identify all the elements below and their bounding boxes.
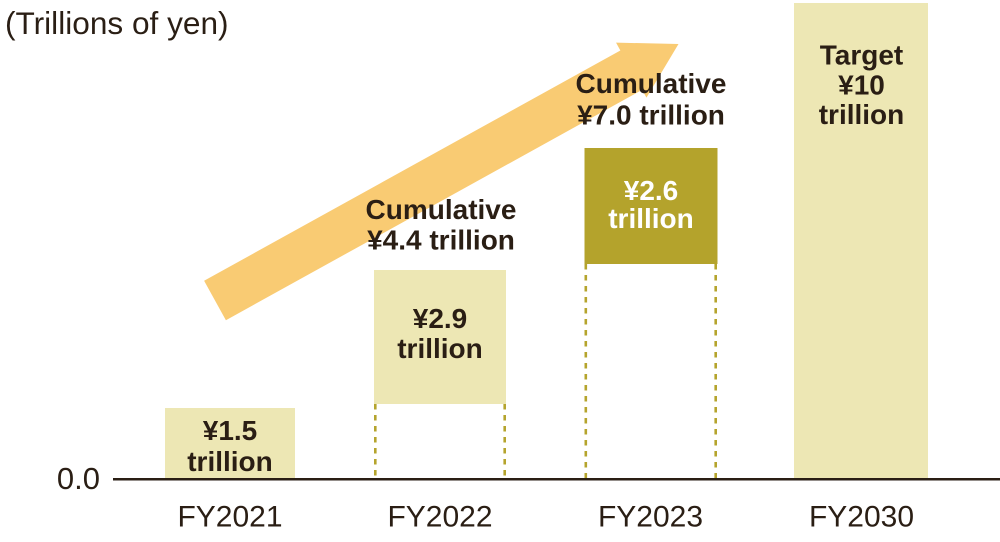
svg-text:FY2021: FY2021 — [177, 500, 282, 533]
svg-text:¥2.6: ¥2.6 — [624, 175, 679, 206]
svg-text:FY2030: FY2030 — [809, 500, 914, 533]
svg-text:trillion: trillion — [608, 203, 694, 234]
svg-text:trillion: trillion — [187, 446, 273, 477]
svg-text:(Trillions of yen): (Trillions of yen) — [5, 5, 229, 41]
svg-text:trillion: trillion — [397, 333, 483, 364]
svg-text:FY2022: FY2022 — [387, 500, 492, 533]
svg-text:¥4.4 trillion: ¥4.4 trillion — [367, 225, 515, 256]
svg-text:Cumulative: Cumulative — [366, 194, 517, 225]
svg-text:¥7.0 trillion: ¥7.0 trillion — [577, 100, 725, 131]
svg-text:Cumulative: Cumulative — [576, 68, 727, 99]
svg-text:trillion: trillion — [819, 99, 905, 130]
svg-text:FY2023: FY2023 — [598, 500, 703, 533]
svg-text:¥1.5: ¥1.5 — [203, 415, 258, 446]
svg-text:Target: Target — [820, 40, 904, 71]
svg-text:¥2.9: ¥2.9 — [413, 303, 468, 334]
svg-text:0.0: 0.0 — [57, 461, 100, 496]
svg-text:¥10: ¥10 — [838, 69, 885, 100]
